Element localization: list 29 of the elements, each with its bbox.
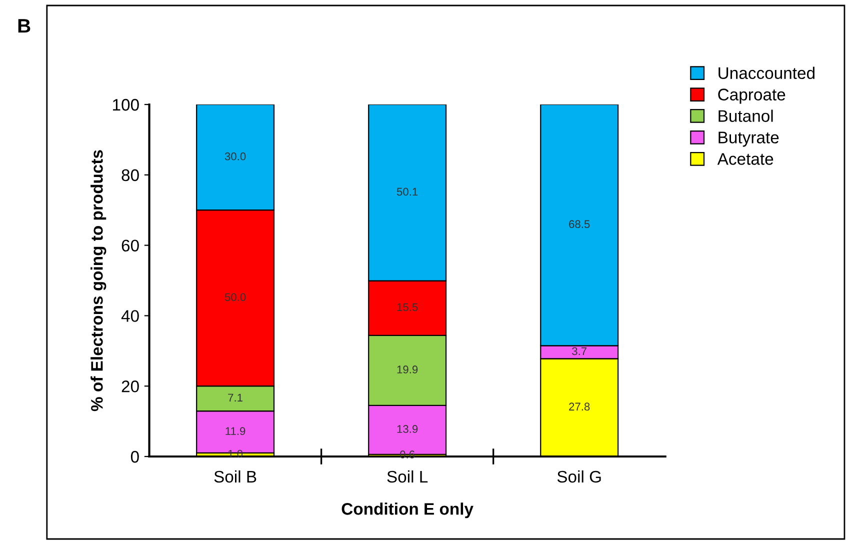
y-axis-title: % of Electrons going to products <box>90 150 106 412</box>
legend-label: Unaccounted <box>718 66 814 80</box>
y-tick-label: 40 <box>121 310 139 322</box>
data-label: 7.1 <box>228 394 242 402</box>
data-label: 50.0 <box>224 293 246 302</box>
data-label: 27.8 <box>569 402 590 411</box>
x-tick-label: Soil L <box>387 470 428 483</box>
data-label: 50.1 <box>396 188 418 196</box>
data-label: 68.5 <box>569 220 590 228</box>
y-tick-label: 100 <box>113 98 139 111</box>
data-label: 30.0 <box>224 152 246 160</box>
data-label: 19.9 <box>397 366 418 374</box>
legend-label: Caproate <box>718 88 786 104</box>
x-axis-title: Condition E only <box>342 502 474 518</box>
data-label: 11.9 <box>226 427 246 436</box>
text: B <box>18 19 30 33</box>
y-tick-label: 0 <box>130 450 139 463</box>
data-label: 3.7 <box>572 347 586 356</box>
legend-label: Butyrate <box>718 132 779 147</box>
legend-label: Acetate <box>717 153 774 165</box>
x-tick-label: Soil G <box>557 470 601 483</box>
data-label: 1.0 <box>228 450 243 458</box>
legend-label: Butanol <box>718 110 773 122</box>
data-label: 15.5 <box>397 303 418 312</box>
y-tick-label: 80 <box>122 169 139 182</box>
y-tick-label: 60 <box>122 240 139 252</box>
x-tick-label: Soil B <box>214 470 256 483</box>
y-tick-label: 20 <box>122 380 139 392</box>
data-label: 13.9 <box>397 425 418 433</box>
